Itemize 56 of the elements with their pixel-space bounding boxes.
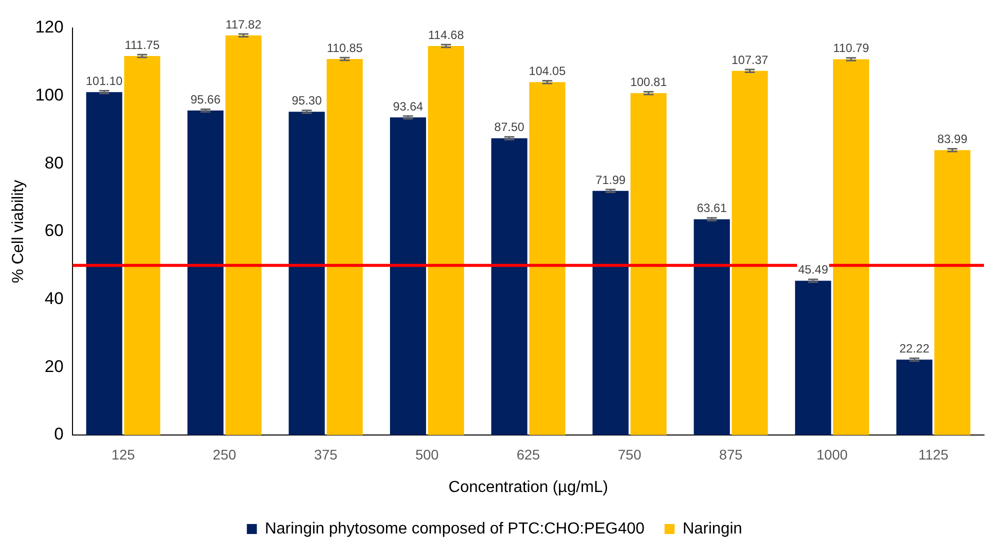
bar xyxy=(225,35,262,435)
legend-label: Naringin phytosome composed of PTC:CHO:PEG400 xyxy=(264,520,645,538)
data-label: 45.49 xyxy=(798,262,828,277)
x-axis-title: Concentration (µg/mL) xyxy=(448,478,608,496)
y-tick-label: 120 xyxy=(35,18,64,37)
bar xyxy=(630,93,667,435)
data-label: 87.50 xyxy=(494,120,525,134)
data-label: 101.10 xyxy=(86,74,123,88)
data-label: 110.85 xyxy=(326,40,363,55)
x-tick-label: 625 xyxy=(516,446,540,462)
data-label: 107.37 xyxy=(731,52,768,67)
bar xyxy=(732,70,768,435)
x-tick-label: 750 xyxy=(618,446,642,462)
y-tick-label: 0 xyxy=(54,424,64,444)
data-label: 104.05 xyxy=(528,64,566,78)
bar xyxy=(529,82,566,435)
bar xyxy=(428,46,464,435)
data-label: 22.22 xyxy=(899,342,930,356)
bar xyxy=(491,138,528,435)
bar xyxy=(187,110,224,435)
data-label: 93.64 xyxy=(393,99,424,114)
data-label: 63.61 xyxy=(696,201,728,216)
x-tick-label: 250 xyxy=(212,446,236,462)
data-label: 111.75 xyxy=(124,38,160,52)
bar xyxy=(934,150,970,435)
bar xyxy=(795,280,832,435)
legend-label: Naringin xyxy=(682,520,742,538)
bar xyxy=(86,92,122,435)
x-tick-label: 500 xyxy=(415,446,439,462)
bar xyxy=(326,59,363,435)
y-tick-label: 80 xyxy=(44,153,64,172)
y-tick-label: 40 xyxy=(44,289,64,308)
y-tick-label: 60 xyxy=(44,221,64,240)
data-label: 95.30 xyxy=(292,94,322,108)
bar xyxy=(896,360,932,435)
x-tick-label: 1000 xyxy=(816,446,848,462)
bar xyxy=(124,56,160,435)
data-label: 100.81 xyxy=(630,75,668,90)
x-tick-label: 375 xyxy=(314,446,338,462)
bar xyxy=(288,112,325,435)
bar xyxy=(833,59,870,435)
y-axis-title: % Cell viability xyxy=(10,180,28,284)
data-label: 83.99 xyxy=(937,132,968,146)
y-tick-label: 100 xyxy=(35,86,64,105)
data-label: 71.99 xyxy=(596,172,626,187)
bar xyxy=(390,117,426,435)
x-tick-label: 125 xyxy=(112,446,136,462)
x-tick-label: 1125 xyxy=(918,446,949,462)
bar xyxy=(592,190,629,435)
data-label: 117.82 xyxy=(226,17,262,32)
y-tick-label: 20 xyxy=(44,356,64,376)
data-label: 114.68 xyxy=(428,28,464,42)
data-label: 95.66 xyxy=(190,92,221,107)
x-tick-label: 875 xyxy=(719,446,743,462)
bar xyxy=(694,219,730,435)
data-label: 110.79 xyxy=(833,41,870,56)
